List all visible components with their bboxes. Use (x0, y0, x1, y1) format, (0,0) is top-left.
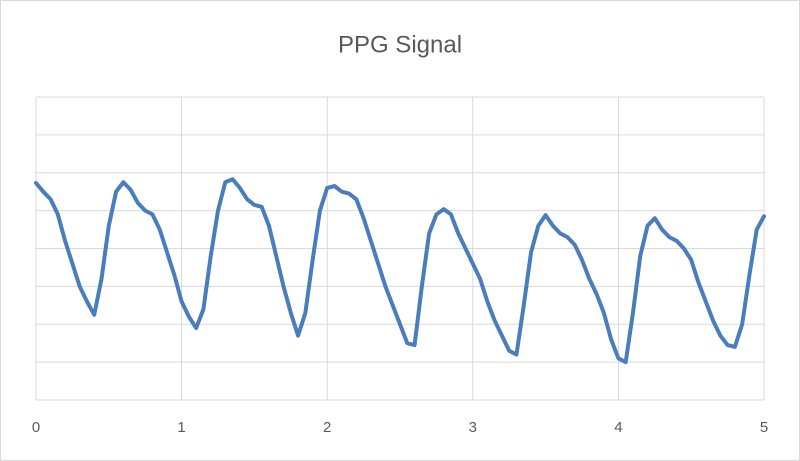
x-tick-label: 0 (32, 419, 40, 436)
x-tick-label: 5 (760, 419, 768, 436)
chart-title: PPG Signal (338, 31, 462, 58)
x-tick-label: 2 (323, 419, 331, 436)
x-tick-label: 3 (469, 419, 477, 436)
x-tick-label: 1 (177, 419, 185, 436)
line-series (34, 177, 766, 365)
x-tick-label: 4 (614, 419, 622, 436)
